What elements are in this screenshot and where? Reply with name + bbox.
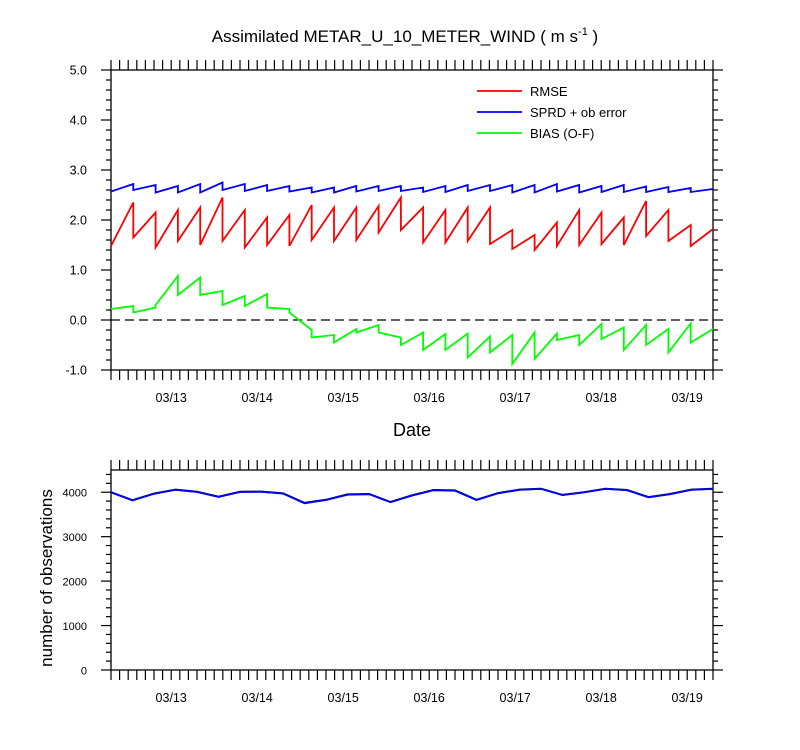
y-tick-label: 1.0 — [70, 264, 87, 278]
legend-label: RMSE — [530, 84, 568, 99]
bottom-chart-ylabel: number of observations — [37, 489, 56, 667]
top-chart: 03/13 03/14 03/15 03/16 03/17 03/18 03/19 -1.0 0… — [65, 60, 723, 405]
x-tick-label: 03/16 — [414, 691, 445, 705]
y-tick-label: 0 — [81, 666, 87, 678]
y-tick-label: 3.0 — [70, 164, 87, 178]
x-tick-label: 03/18 — [586, 691, 617, 705]
x-tick-label: 03/18 — [586, 391, 617, 405]
x-tick-label: 03/14 — [242, 391, 273, 405]
y-tick-label: 0.0 — [70, 314, 87, 328]
series-line-rmse — [110, 194, 714, 253]
y-tick-label: 1000 — [63, 621, 87, 633]
x-tick-label: 03/16 — [414, 391, 445, 405]
x-tick-label: 03/14 — [242, 691, 273, 705]
y-tick-label: 2000 — [63, 577, 87, 589]
x-tick-label: 03/13 — [156, 391, 187, 405]
y-tick-label: -1.0 — [65, 364, 87, 378]
legend-label: BIAS (O-F) — [530, 126, 594, 141]
y-tick-label: 4000 — [63, 488, 87, 500]
series-line-bias-o-f — [110, 273, 714, 367]
series-line-sprd-ob-error — [110, 181, 714, 194]
y-tick-label: 2.0 — [70, 214, 87, 228]
legend-label: SPRD + ob error — [530, 105, 627, 120]
x-tick-label: 03/17 — [500, 691, 531, 705]
x-tick-label: 03/19 — [672, 391, 703, 405]
x-tick-label: 03/13 — [156, 691, 187, 705]
top-chart-xlabel: Date — [393, 420, 431, 440]
bottom-chart: 03/13 03/14 03/15 03/16 03/17 03/18 03/19 0 1000… — [63, 460, 723, 705]
top-chart-title: Assimilated METAR_U_10_METER_WIND ( m s-… — [212, 26, 598, 46]
plot-frame — [110, 469, 714, 671]
x-tick-label: 03/17 — [500, 391, 531, 405]
y-tick-label: 5.0 — [70, 64, 87, 78]
y-tick-label: 3000 — [63, 532, 87, 544]
series-line-assimilated — [110, 487, 714, 505]
x-tick-label: 03/15 — [328, 391, 359, 405]
y-tick-label: 4.0 — [70, 114, 87, 128]
x-tick-label: 03/19 — [672, 691, 703, 705]
x-tick-label: 03/15 — [328, 691, 359, 705]
